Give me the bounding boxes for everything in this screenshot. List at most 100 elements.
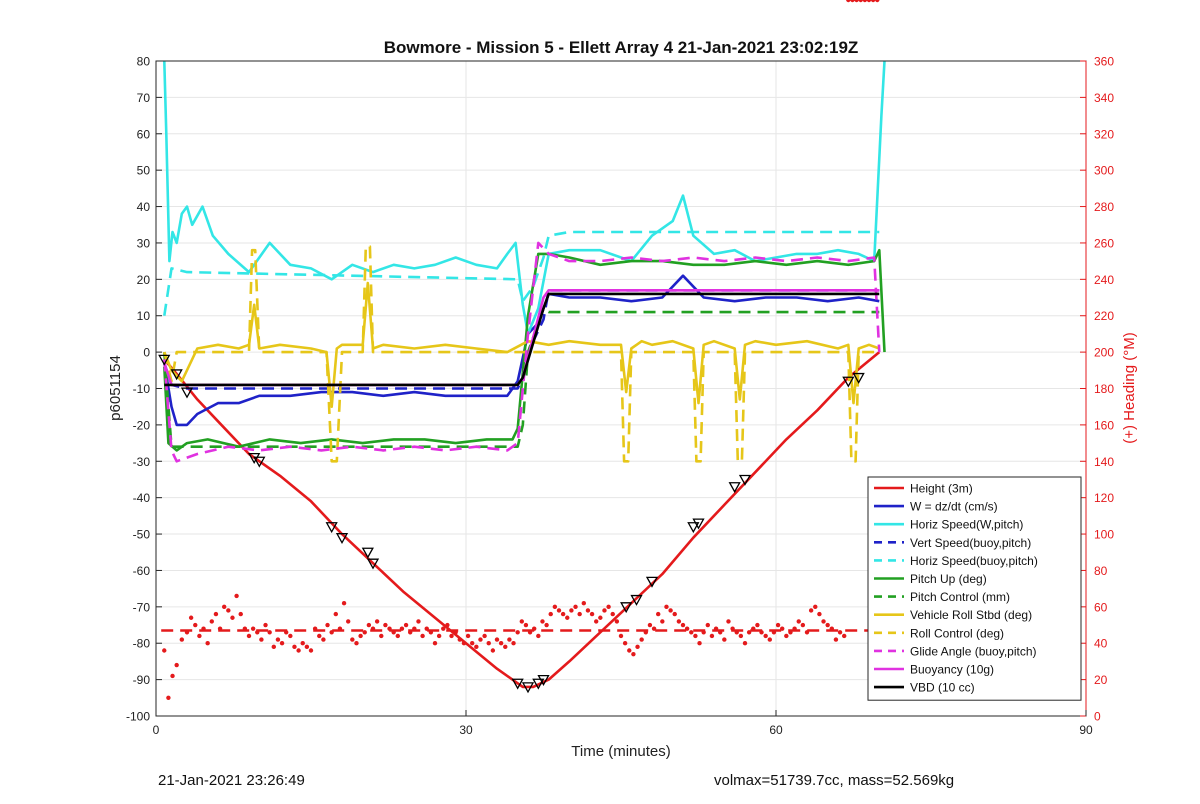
y2-tick-label-9: 180 bbox=[1094, 382, 1114, 396]
chart-axes: -100-90-80-70-60-50-40-30-20-10010203040… bbox=[126, 55, 1114, 738]
y-tick-label-9: -10 bbox=[133, 382, 151, 396]
heading-point bbox=[796, 619, 801, 624]
heading-point bbox=[166, 695, 171, 701]
y2-tick-label-2: 40 bbox=[1094, 637, 1108, 651]
heading-point bbox=[300, 641, 305, 646]
y2-tick-label-8: 160 bbox=[1094, 418, 1114, 432]
dive-marker bbox=[645, 576, 659, 588]
heading-point bbox=[486, 641, 491, 646]
legend-label-9: Glide Angle (buoy,pitch) bbox=[910, 644, 1037, 658]
y-tick-label-14: 40 bbox=[137, 200, 151, 214]
heading-point bbox=[503, 644, 508, 650]
heading-point bbox=[441, 626, 446, 631]
legend-label-2: Horiz Speed(W,pitch) bbox=[910, 518, 1023, 532]
y-tick-label-17: 70 bbox=[137, 91, 151, 105]
heading-point bbox=[263, 622, 268, 628]
y-tick-label-7: -30 bbox=[133, 455, 151, 469]
legend-label-1: W = dz/dt (cm/s) bbox=[910, 500, 998, 514]
series-line-8 bbox=[163, 245, 880, 463]
x-axis-label: Time (minutes) bbox=[571, 743, 670, 760]
heading-point bbox=[449, 633, 454, 639]
heading-point bbox=[308, 648, 314, 653]
heading-point bbox=[383, 622, 388, 628]
heading-point bbox=[544, 622, 549, 628]
heading-point bbox=[837, 630, 843, 635]
heading-point bbox=[482, 633, 487, 639]
dive-marker bbox=[521, 682, 535, 694]
heading-point bbox=[866, 0, 872, 3]
legend-label-4: Horiz Speed(buoy,pitch) bbox=[910, 554, 1038, 568]
dive-marker bbox=[687, 522, 700, 534]
heading-point bbox=[358, 633, 363, 639]
x-tick-label-3: 90 bbox=[1079, 723, 1093, 737]
heading-point bbox=[846, 0, 851, 3]
legend-label-5: Pitch Up (deg) bbox=[910, 572, 987, 586]
series-line-11 bbox=[164, 292, 880, 387]
y2-tick-label-6: 120 bbox=[1094, 491, 1114, 505]
heading-point bbox=[507, 637, 512, 642]
heading-point bbox=[726, 619, 731, 624]
dive-marker bbox=[630, 594, 643, 606]
heading-point bbox=[292, 644, 297, 650]
heading-point bbox=[379, 633, 384, 639]
heading-point bbox=[755, 622, 760, 628]
heading-point bbox=[222, 604, 227, 610]
dive-marker bbox=[692, 518, 705, 530]
heading-point bbox=[821, 619, 826, 624]
heading-point bbox=[606, 604, 611, 610]
x-tick-label-0: 0 bbox=[153, 723, 160, 737]
dive-marker bbox=[158, 354, 171, 366]
heading-point bbox=[664, 604, 669, 610]
heading-point bbox=[333, 611, 338, 617]
heading-point bbox=[230, 615, 235, 620]
y-tick-label-12: 20 bbox=[137, 273, 151, 287]
y-tick-label-4: -60 bbox=[133, 564, 151, 578]
legend-label-6: Pitch Control (mm) bbox=[910, 590, 1010, 604]
heading-point bbox=[374, 619, 380, 624]
heading-point bbox=[742, 641, 748, 646]
y-tick-label-6: -40 bbox=[133, 491, 151, 505]
legend-label-0: Height (3m) bbox=[910, 482, 973, 496]
y2-tick-label-11: 220 bbox=[1094, 309, 1114, 323]
y2-tick-label-4: 80 bbox=[1094, 564, 1108, 578]
heading-point bbox=[594, 619, 599, 624]
heading-point bbox=[416, 619, 421, 624]
heading-point bbox=[188, 615, 194, 620]
footer-timestamp: 21-Jan-2021 23:26:49 bbox=[158, 772, 305, 789]
heading-point bbox=[436, 633, 442, 639]
heading-point bbox=[854, 0, 859, 3]
heading-point bbox=[197, 633, 202, 639]
heading-point bbox=[825, 622, 830, 628]
y-tick-label-16: 60 bbox=[137, 127, 151, 141]
heading-point bbox=[767, 637, 772, 642]
heading-point bbox=[693, 633, 698, 639]
y-tick-label-1: -90 bbox=[133, 673, 151, 687]
y2-tick-label-3: 60 bbox=[1094, 600, 1108, 614]
heading-point bbox=[548, 611, 553, 617]
y-tick-label-10: 0 bbox=[143, 346, 150, 360]
y-tick-label-0: -100 bbox=[126, 710, 150, 724]
y-tick-label-18: 80 bbox=[137, 55, 151, 69]
heading-point bbox=[598, 615, 603, 620]
heading-point bbox=[259, 637, 264, 642]
heading-point bbox=[850, 0, 855, 3]
heading-point bbox=[842, 633, 847, 639]
footer-volume-mass: volmax=51739.7cc, mass=52.569kg bbox=[714, 772, 955, 789]
heading-point bbox=[672, 611, 677, 617]
heading-point bbox=[680, 622, 686, 628]
dive-marker bbox=[325, 522, 338, 534]
heading-point bbox=[346, 619, 351, 624]
heading-point bbox=[403, 622, 409, 628]
heading-point bbox=[490, 648, 496, 653]
legend-label-7: Vehicle Roll Stbd (deg) bbox=[910, 608, 1032, 622]
heading-point bbox=[614, 619, 620, 624]
heading-point bbox=[213, 611, 219, 617]
dive-marker bbox=[361, 547, 374, 559]
heading-point bbox=[656, 611, 661, 617]
y2-tick-label-10: 200 bbox=[1094, 346, 1114, 360]
heading-point bbox=[494, 637, 500, 642]
heading-point bbox=[420, 633, 425, 639]
dive-marker bbox=[728, 482, 741, 494]
heading-point bbox=[470, 641, 475, 646]
